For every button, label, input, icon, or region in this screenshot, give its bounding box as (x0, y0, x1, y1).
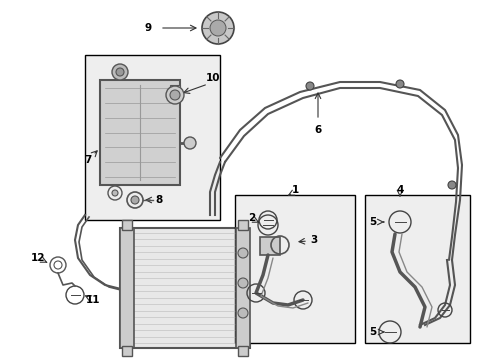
Circle shape (131, 196, 139, 204)
Circle shape (238, 308, 247, 318)
Circle shape (238, 278, 247, 288)
Text: 3: 3 (309, 235, 317, 245)
Circle shape (112, 190, 118, 196)
Circle shape (165, 86, 183, 104)
Bar (85, 55, 220, 220)
Text: 5: 5 (368, 327, 376, 337)
Bar (120, 228, 134, 348)
Circle shape (170, 90, 180, 100)
Bar (122, 220, 132, 230)
Circle shape (183, 137, 196, 149)
Circle shape (209, 20, 225, 36)
Circle shape (305, 82, 313, 90)
Bar (238, 346, 247, 356)
Text: 7: 7 (84, 155, 92, 165)
Bar (120, 228, 249, 348)
Text: 12: 12 (31, 253, 45, 263)
Text: 4: 4 (395, 185, 403, 195)
Bar (122, 346, 132, 356)
Bar (235, 195, 354, 343)
Circle shape (238, 248, 247, 258)
Text: 10: 10 (205, 73, 220, 83)
Circle shape (116, 68, 124, 76)
Circle shape (112, 64, 128, 80)
Text: 8: 8 (155, 195, 162, 205)
Circle shape (202, 12, 234, 44)
Text: 9: 9 (144, 23, 151, 33)
Bar (364, 195, 469, 343)
Bar (238, 220, 247, 230)
Text: 2: 2 (248, 213, 255, 223)
Text: 1: 1 (291, 185, 298, 195)
Bar (100, 80, 180, 185)
Bar (170, 85, 180, 93)
Text: 11: 11 (85, 295, 100, 305)
Text: 6: 6 (314, 125, 321, 135)
Bar (236, 228, 249, 348)
Circle shape (395, 80, 403, 88)
Circle shape (447, 181, 455, 189)
Text: 5: 5 (368, 217, 376, 227)
Bar (260, 237, 280, 255)
